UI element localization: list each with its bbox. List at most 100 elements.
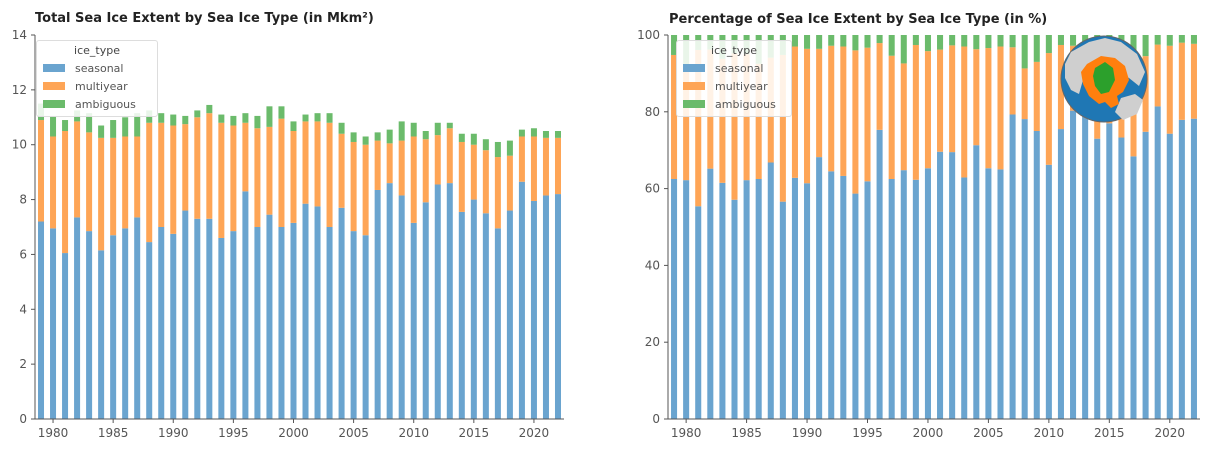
bar-ambiguous-2006 [362, 136, 369, 145]
bar-seasonal-1983 [719, 182, 726, 419]
bar-multiyear-1997 [254, 128, 261, 227]
legend-swatch-seasonal [683, 64, 705, 72]
bar-seasonal-1982 [74, 217, 81, 419]
bar-ambiguous-1994 [852, 35, 859, 51]
bar-seasonal-2010 [410, 222, 417, 419]
bar-multiyear-2010 [410, 136, 417, 223]
bar-ambiguous-2002 [949, 35, 956, 46]
bar-multiyear-2005 [985, 48, 992, 169]
bar-seasonal-1990 [804, 183, 811, 419]
bar-ambiguous-1979 [671, 35, 678, 55]
bar-multiyear-2016 [482, 150, 489, 214]
bar-ambiguous-1992 [828, 35, 835, 46]
bar-seasonal-1979 [38, 221, 45, 419]
bar-seasonal-1998 [266, 214, 273, 419]
bar-multiyear-2003 [326, 122, 333, 227]
bar-multiyear-2008 [386, 143, 393, 184]
bar-seasonal-1981 [695, 206, 702, 419]
bar-ambiguous-1984 [98, 125, 105, 138]
chart-panel-total-extent: 0 2 4 6 8 10 12 14 1980 1985 1990 1995 2000 2005 2010 2… [12, 11, 564, 440]
bar-seasonal-1985 [743, 180, 750, 419]
bar-multiyear-2001 [302, 121, 309, 204]
bar-multiyear-2014 [458, 141, 465, 212]
bar-ambiguous-2007 [1009, 35, 1016, 48]
bar-seasonal-2000 [924, 168, 931, 419]
bar-multiyear-2011 [422, 139, 429, 203]
bar-ambiguous-2013 [1082, 35, 1089, 44]
legend-total-extent: ice_type seasonal multiyear ambiguous [36, 40, 158, 117]
x-tick-label: 1985 [98, 426, 129, 440]
bar-multiyear-1999 [278, 118, 285, 227]
bar-multiyear-2007 [374, 140, 381, 190]
bar-multiyear-1994 [852, 50, 859, 194]
legend-swatch-ambiguous [43, 100, 65, 108]
bar-ambiguous-1999 [278, 106, 285, 119]
bar-multiyear-2006 [997, 46, 1004, 170]
bar-seasonal-2005 [985, 168, 992, 419]
bar-ambiguous-2012 [1070, 35, 1077, 46]
legend-item-multiyear: multiyear [683, 77, 785, 95]
x-tick-label: 1980 [38, 426, 69, 440]
bar-seasonal-2014 [458, 211, 465, 419]
bar-seasonal-2008 [386, 183, 393, 419]
bar-multiyear-2012 [434, 135, 441, 185]
bar-seasonal-2018 [1142, 131, 1149, 419]
bar-seasonal-1999 [912, 179, 919, 419]
bar-seasonal-2015 [1106, 123, 1113, 419]
bar-ambiguous-2008 [1021, 35, 1028, 69]
bar-multiyear-1993 [206, 113, 213, 219]
legend-percentage: ice_type seasonal multiyear ambiguous [676, 40, 792, 117]
bar-multiyear-1989 [158, 122, 165, 227]
bar-multiyear-1993 [840, 46, 847, 176]
bar-seasonal-2004 [338, 207, 345, 419]
x-tick-label: 2000 [278, 426, 309, 440]
bar-seasonal-2013 [1082, 113, 1089, 419]
bar-seasonal-2011 [422, 202, 429, 419]
legend-label-seasonal: seasonal [715, 61, 764, 75]
legend-title: ice_type [74, 44, 120, 57]
bar-multiyear-2020 [530, 136, 537, 201]
bar-seasonal-2002 [314, 206, 321, 419]
bar-seasonal-2021 [1178, 119, 1185, 419]
legend-item-multiyear: multiyear [43, 77, 151, 95]
bar-seasonal-2013 [446, 183, 453, 419]
bar-seasonal-1996 [876, 129, 883, 419]
bar-ambiguous-2003 [326, 113, 333, 123]
bar-seasonal-1994 [218, 237, 225, 419]
bar-ambiguous-2017 [494, 141, 501, 158]
bar-seasonal-1988 [146, 242, 153, 419]
x-tick-label: 2000 [913, 426, 944, 440]
bar-seasonal-2018 [506, 210, 513, 419]
bar-multiyear-2007 [1009, 47, 1016, 115]
legend-swatch-multiyear [43, 82, 65, 90]
bar-seasonal-1995 [864, 181, 871, 419]
bar-multiyear-2004 [338, 133, 345, 208]
legend-swatch-seasonal [43, 64, 65, 72]
bar-seasonal-1987 [134, 217, 141, 419]
bar-multiyear-2006 [362, 144, 369, 236]
bar-seasonal-1994 [852, 193, 859, 419]
bar-ambiguous-2010 [410, 122, 417, 137]
bar-ambiguous-2005 [985, 35, 992, 49]
bar-multiyear-2010 [1045, 53, 1052, 165]
bar-seasonal-1989 [158, 227, 165, 419]
bar-multiyear-1991 [816, 48, 823, 158]
bar-seasonal-2011 [1057, 129, 1064, 419]
legend-label-ambiguous: ambiguous [715, 97, 776, 111]
bar-multiyear-1996 [876, 43, 883, 130]
bar-ambiguous-1990 [170, 114, 177, 126]
x-tick-label: 1980 [671, 426, 702, 440]
bar-multiyear-1992 [828, 45, 835, 172]
bar-seasonal-1996 [242, 191, 249, 419]
bar-seasonal-2010 [1045, 164, 1052, 419]
bar-ambiguous-2001 [302, 114, 309, 122]
bar-multiyear-1986 [122, 136, 129, 229]
bar-multiyear-1994 [218, 122, 225, 238]
y-tick-label: 14 [12, 28, 27, 42]
bar-multiyear-1980 [683, 64, 690, 181]
bar-seasonal-1983 [86, 231, 93, 419]
bar-seasonal-1997 [888, 179, 895, 419]
bar-ambiguous-1993 [206, 104, 213, 114]
bar-multiyear-2019 [518, 136, 525, 182]
bar-ambiguous-2022 [554, 131, 561, 138]
